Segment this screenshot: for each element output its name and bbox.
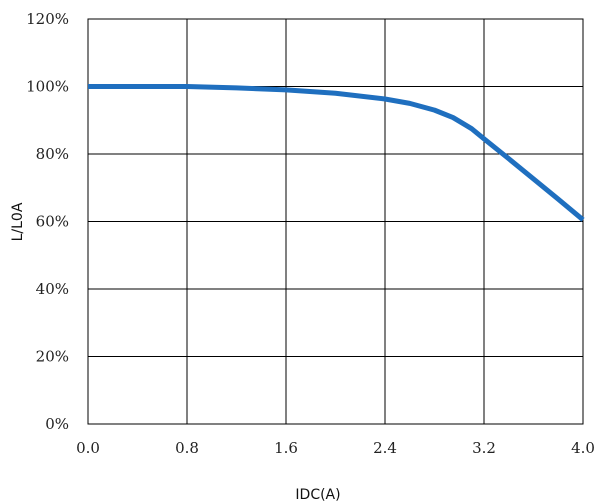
series-group <box>88 84 585 222</box>
x-tick-label: 4.0 <box>571 439 595 457</box>
series-line-0 <box>88 84 585 222</box>
y-tick-label: 0% <box>45 415 69 433</box>
y-tick-label: 100% <box>26 78 69 96</box>
y-tick-label: 80% <box>36 145 69 163</box>
y-axis-label: L/L0A <box>10 202 26 241</box>
y-tick-label: 40% <box>36 280 69 298</box>
x-tick-label: 2.4 <box>373 439 397 457</box>
y-axis-ticks: 0% 20% 40% 60% 80% 100% 120% <box>26 10 69 433</box>
plot-frame <box>87 18 584 425</box>
x-tick-label: 3.2 <box>472 439 496 457</box>
y-tick-label: 120% <box>26 10 69 28</box>
x-tick-label: 0.8 <box>175 439 199 457</box>
y-tick-label: 20% <box>36 348 69 366</box>
x-tick-label: 0.0 <box>76 439 100 457</box>
x-tick-label: 1.6 <box>274 439 298 457</box>
plot-grid <box>87 18 584 425</box>
x-axis-label: IDC(A) <box>295 487 340 503</box>
y-tick-label: 60% <box>36 213 69 231</box>
x-axis-ticks: 0.0 0.8 1.6 2.4 3.2 4.0 <box>76 439 595 457</box>
